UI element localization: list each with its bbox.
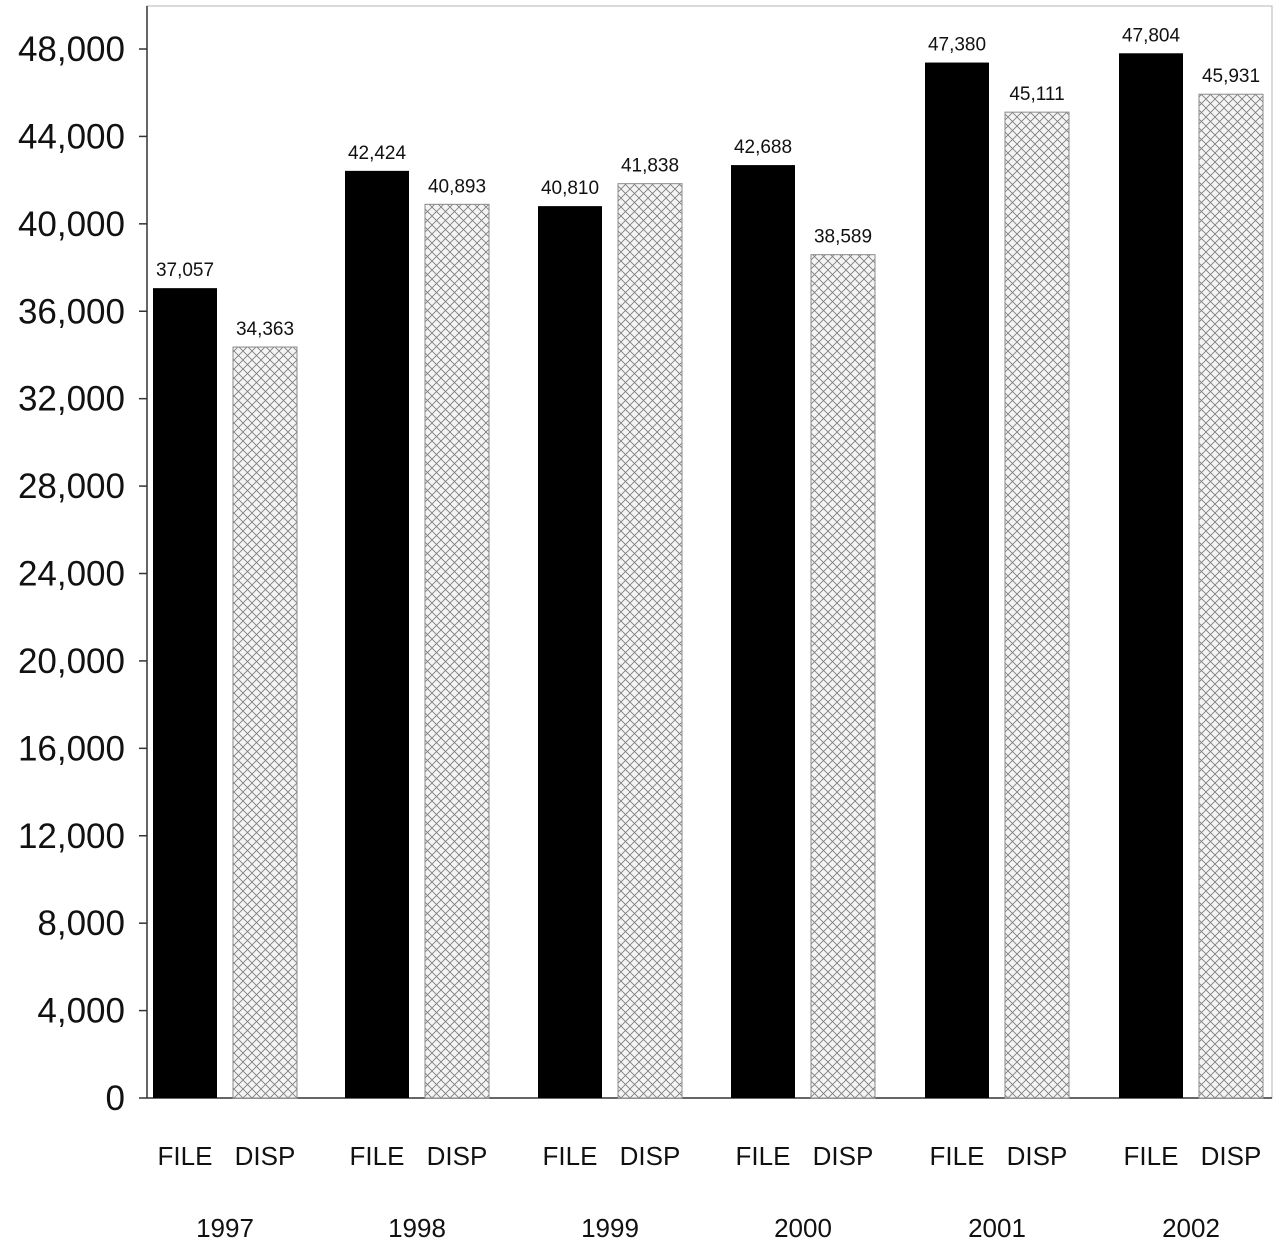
y-tick-label: 16,000	[18, 729, 125, 768]
plot-frame	[146, 5, 1273, 1099]
file-series-label-1997: FILE	[158, 1141, 213, 1171]
file-value-label-2002: 47,804	[1122, 25, 1181, 46]
y-tick-label: 40,000	[18, 205, 125, 244]
year-label-1998: 1998	[388, 1213, 446, 1241]
y-tick-label: 44,000	[18, 117, 125, 156]
disp-series-label-2001: DISP	[1007, 1141, 1068, 1171]
file-series-label-2000: FILE	[736, 1141, 791, 1171]
y-tick-label: 28,000	[18, 467, 125, 506]
y-tick-label: 8,000	[37, 904, 125, 943]
y-tick-label: 4,000	[37, 992, 125, 1031]
file-value-label-2000: 42,688	[734, 137, 792, 158]
file-bar-2001	[925, 62, 989, 1099]
year-label-2001: 2001	[968, 1213, 1026, 1241]
file-bar-2000	[731, 165, 795, 1098]
disp-bar-1998	[424, 203, 490, 1099]
y-tick-label: 20,000	[18, 642, 125, 681]
bars	[153, 53, 1264, 1099]
file-value-label-1999: 40,810	[541, 178, 599, 199]
disp-series-label-2002: DISP	[1201, 1141, 1262, 1171]
y-tick-label: 12,000	[18, 817, 125, 856]
disp-value-label-1998: 40,893	[428, 176, 486, 197]
disp-bar-1999	[617, 183, 683, 1099]
disp-series-label-1999: DISP	[620, 1141, 681, 1171]
disp-value-label-1997: 34,363	[236, 319, 294, 340]
y-tick-label: 24,000	[18, 555, 125, 594]
year-label-2002: 2002	[1162, 1213, 1220, 1241]
data-labels: 37,057 34,363 42,424 40,893 40,810 41,838 42,6…	[156, 25, 1260, 340]
y-tick-label: 0	[106, 1079, 125, 1118]
axes	[146, 5, 1273, 1099]
disp-value-label-2000: 38,589	[814, 227, 872, 248]
disp-value-label-1999: 41,838	[621, 156, 679, 177]
y-tick-label: 48,000	[18, 30, 125, 69]
file-series-label-2001: FILE	[930, 1141, 985, 1171]
disp-series-label-1998: DISP	[427, 1141, 488, 1171]
file-series-label-2002: FILE	[1124, 1141, 1179, 1171]
y-tick-label: 36,000	[18, 292, 125, 331]
file-series-label-1998: FILE	[350, 1141, 405, 1171]
year-label-2000: 2000	[774, 1213, 832, 1241]
file-bar-1997	[153, 288, 217, 1098]
file-value-label-1998: 42,424	[348, 143, 407, 164]
disp-bar-2002	[1198, 93, 1264, 1099]
disp-series-label-2000: DISP	[813, 1141, 874, 1171]
disp-value-label-2001: 45,111	[1009, 84, 1064, 105]
disp-bar-1997	[232, 346, 298, 1099]
x-axis-labels: FILE DISP 1997 FILE DISP 1998 FILE DISP 1999 FILE…	[158, 1141, 1262, 1241]
file-bar-1998	[345, 170, 409, 1098]
year-label-1999: 1999	[581, 1213, 639, 1241]
disp-value-label-2002: 45,931	[1202, 66, 1260, 87]
file-bar-2002	[1119, 53, 1183, 1098]
disp-bar-2000	[810, 254, 876, 1099]
y-axis-ticks: 0 4,000 8,000 12,000 16,000 20,000 24,000 28,00…	[18, 30, 147, 1118]
disp-bar-2001	[1004, 111, 1070, 1099]
year-label-1997: 1997	[196, 1213, 254, 1241]
y-tick-label: 32,000	[18, 380, 125, 419]
file-value-label-1997: 37,057	[156, 260, 214, 281]
file-value-label-2001: 47,380	[928, 35, 986, 56]
file-bar-1999	[538, 206, 602, 1098]
file-series-label-1999: FILE	[543, 1141, 598, 1171]
disp-series-label-1997: DISP	[235, 1141, 296, 1171]
